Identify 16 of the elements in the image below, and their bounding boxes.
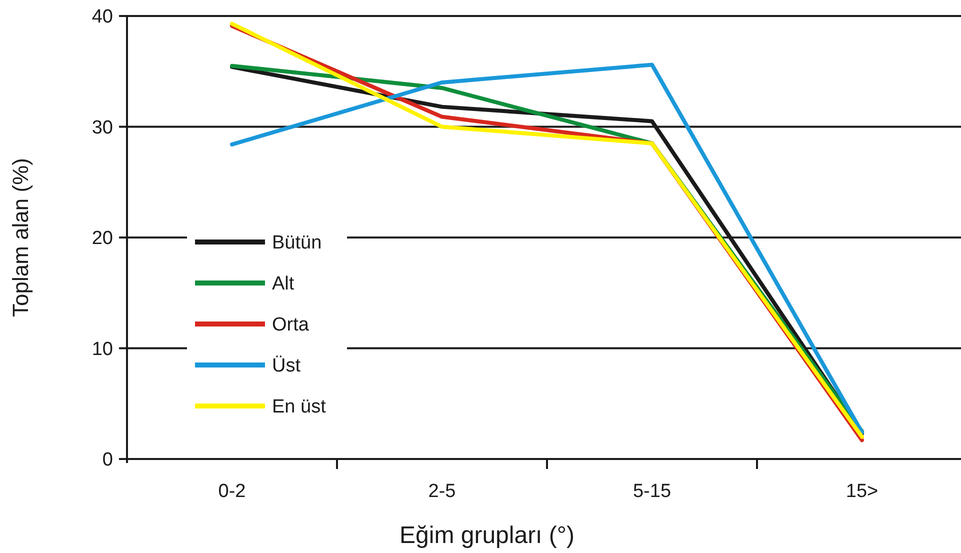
y-tick-label: 20 [92, 228, 113, 250]
legend-label: Alt [272, 274, 295, 295]
x-tick-label: 15> [846, 481, 878, 502]
legend-label: Orta [272, 314, 310, 336]
y-tick-label: 30 [92, 117, 113, 138]
legend-label: En üst [272, 396, 327, 418]
y-tick-label: 40 [92, 6, 113, 28]
y-axis-title: Toplam alan (%) [8, 158, 33, 317]
legend-label: Üst [272, 356, 302, 377]
y-tick-label: 0 [102, 450, 113, 471]
y-tick-label: 10 [92, 338, 113, 360]
legend-label: Bütün [272, 232, 322, 254]
x-axis-title: Eğim grupları (°) [400, 522, 574, 549]
x-tick-label: 5-15 [632, 481, 672, 502]
x-tick-label: 2-5 [428, 481, 456, 502]
x-tick-label: 0-2 [218, 481, 246, 502]
